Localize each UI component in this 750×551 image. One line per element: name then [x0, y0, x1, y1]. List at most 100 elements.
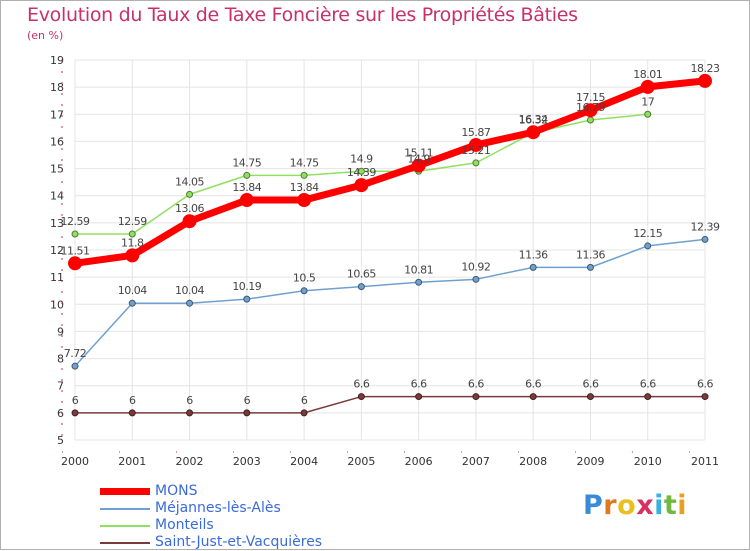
data-point: [701, 393, 709, 401]
data-label: 14.75: [232, 156, 261, 169]
data-point: [644, 242, 652, 250]
data-point: [415, 393, 423, 401]
data-label: 18.23: [691, 62, 720, 75]
data-point: [472, 159, 480, 167]
data-point: [357, 283, 365, 291]
y-tick-label: 8: [57, 353, 64, 366]
data-label: 12.59: [61, 215, 90, 228]
data-label: 6.6: [411, 378, 427, 391]
y-tick-label: 19: [50, 54, 64, 67]
data-label: 17.15: [576, 91, 605, 104]
data-label: 6.6: [468, 378, 484, 391]
data-label: 10.04: [175, 284, 204, 297]
data-point: [182, 214, 197, 229]
logo-letter: r: [603, 490, 618, 521]
data-label: 6: [301, 394, 308, 407]
data-label: 16.34: [519, 113, 548, 126]
legend-swatch-monteils: [100, 525, 150, 527]
data-point: [586, 263, 594, 271]
data-point: [472, 393, 480, 401]
data-point: [583, 103, 598, 118]
x-tick-label: 2004: [290, 455, 318, 468]
legend-label-saint-just: Saint-Just-et-Vacquières: [155, 534, 323, 550]
data-point: [68, 256, 82, 271]
data-point: [186, 190, 194, 198]
data-label: 15.21: [461, 144, 490, 157]
y-tick-label: 13: [50, 217, 64, 230]
data-label: 13.84: [290, 181, 319, 194]
data-label: 14.05: [175, 175, 204, 188]
data-label: 14.9: [407, 152, 430, 165]
data-point: [71, 230, 79, 238]
data-point: [640, 79, 655, 94]
y-tick-label: 5: [57, 434, 64, 447]
logo-letter: t: [663, 490, 678, 521]
y-tick-label: 12: [50, 244, 64, 257]
data-point: [128, 230, 136, 238]
y-tick-label: 14: [50, 190, 64, 203]
y-tick-label: 15: [50, 163, 64, 176]
legend-swatch-mons: [100, 488, 150, 495]
data-label: 6: [72, 394, 79, 407]
data-label: 14.75: [290, 156, 319, 169]
data-point: [529, 263, 537, 271]
data-point: [468, 137, 483, 152]
series-line-0: [74, 77, 706, 267]
y-tick-label: 10: [50, 298, 64, 311]
proxiti-logo: Proxiti: [583, 490, 687, 521]
data-label: 15.11: [404, 147, 433, 160]
y-tick-label: 6: [57, 407, 64, 420]
series-lines: [68, 73, 712, 417]
data-label: 16.79: [576, 101, 605, 114]
data-label: 17: [641, 95, 654, 108]
data-label: 10.04: [118, 284, 147, 297]
legend-swatch-mejannes: [100, 508, 150, 510]
y-axis-unit-label: (en %): [27, 29, 64, 42]
data-point: [128, 409, 136, 417]
data-point: [300, 409, 308, 417]
data-point: [354, 178, 369, 193]
data-labels: 11.51 11.8 13.06 13.84 13.84 14.39 15.11 15.87 1…: [61, 62, 721, 407]
data-point: [243, 295, 251, 303]
y-tick-label: 18: [50, 81, 64, 94]
data-label: 12.59: [118, 215, 147, 228]
legend-label-mons: MONS: [155, 483, 198, 499]
data-point: [586, 393, 594, 401]
data-point: [186, 409, 194, 417]
data-point: [411, 158, 426, 173]
logo-letter: o: [617, 490, 637, 521]
data-point: [186, 299, 194, 307]
data-label: 11.8: [121, 236, 144, 249]
data-point: [300, 171, 308, 179]
data-label: 11.36: [519, 248, 548, 261]
y-tick-label: 11: [50, 271, 64, 284]
data-point: [243, 171, 251, 179]
data-label: 6.6: [353, 378, 369, 391]
logo-letter: P: [583, 490, 604, 521]
x-tick-label: 2008: [519, 455, 547, 468]
data-label: 14.9: [350, 152, 373, 165]
data-label: 18.01: [633, 68, 662, 81]
legend-label-monteils: Monteils: [155, 517, 214, 533]
data-point: [128, 299, 136, 307]
grid-lines: [74, 59, 706, 441]
chart-title: Evolution du Taux de Taxe Foncière sur l…: [27, 4, 578, 26]
logo-letter: x: [636, 490, 655, 521]
data-label: 10.65: [347, 268, 376, 281]
data-label: 15.87: [461, 126, 490, 139]
data-label: 13.84: [232, 181, 261, 194]
data-label: 10.81: [404, 263, 433, 276]
data-label: 13.06: [175, 202, 204, 215]
data-point: [71, 409, 79, 417]
data-point: [357, 167, 365, 175]
data-point: [357, 393, 365, 401]
data-label: 10.5: [293, 272, 316, 285]
data-point: [644, 393, 652, 401]
y-tick-label: 7: [57, 380, 64, 393]
x-tick-label: 2007: [462, 455, 490, 468]
data-label: 12.39: [691, 220, 720, 233]
x-tick-label: 2006: [405, 455, 433, 468]
